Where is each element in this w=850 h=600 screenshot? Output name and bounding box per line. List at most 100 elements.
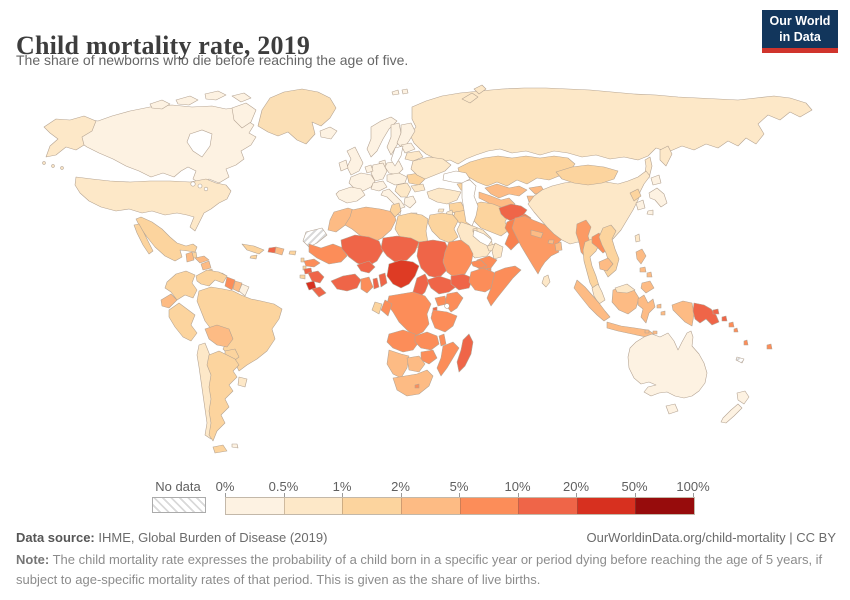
- country-vietnam[interactable]: [598, 224, 620, 278]
- country-spain-portugal[interactable]: [335, 186, 366, 204]
- country-russia-kamchatka[interactable]: [659, 145, 673, 167]
- island-aleutian[interactable]: [51, 164, 55, 168]
- country-alpine-europe[interactable]: [370, 180, 388, 192]
- attribution-link[interactable]: OurWorldinData.org/child-mortality | CC …: [586, 530, 837, 545]
- country-balkans[interactable]: [394, 182, 412, 198]
- country-jamaica[interactable]: [249, 254, 258, 260]
- country-nepal[interactable]: [530, 229, 544, 239]
- country-philippines-luzon[interactable]: [635, 248, 647, 265]
- country-australia[interactable]: [627, 330, 708, 399]
- country-nicaragua[interactable]: [200, 260, 212, 271]
- country-bolivia[interactable]: [204, 324, 234, 348]
- country-greece[interactable]: [403, 195, 417, 209]
- country-saudi-arabia[interactable]: [456, 221, 494, 259]
- country-egypt[interactable]: [427, 212, 459, 244]
- island-maluku[interactable]: [656, 303, 662, 309]
- island-svalbard[interactable]: [391, 89, 400, 96]
- country-kazakhstan[interactable]: [457, 155, 576, 187]
- island-sumatra[interactable]: [573, 279, 611, 322]
- country-liberia[interactable]: [311, 286, 327, 298]
- island-falkland[interactable]: [231, 443, 239, 449]
- country-lesotho[interactable]: [414, 383, 420, 389]
- country-usa-alaska[interactable]: [43, 115, 97, 158]
- country-senegal[interactable]: [303, 258, 321, 268]
- legend-bin[interactable]: [342, 498, 401, 514]
- country-argentina[interactable]: [206, 350, 240, 442]
- country-japan-hokkaido[interactable]: [650, 174, 662, 186]
- legend-bar[interactable]: [225, 497, 695, 515]
- legend-bin[interactable]: [518, 498, 577, 514]
- island-lesser-sunda[interactable]: [652, 330, 658, 335]
- legend-no-data-swatch[interactable]: [152, 497, 206, 513]
- country-south-sudan[interactable]: [450, 273, 474, 291]
- country-japan-kyushu[interactable]: [646, 209, 654, 216]
- country-north-korea[interactable]: [629, 188, 642, 202]
- country-new-zealand-south[interactable]: [720, 403, 743, 424]
- country-ireland[interactable]: [338, 159, 349, 172]
- country-haiti[interactable]: [267, 246, 277, 254]
- island-tierra-del-fuego[interactable]: [212, 444, 228, 454]
- country-cote-divoire[interactable]: [330, 273, 362, 292]
- island-vanuatu[interactable]: [743, 339, 749, 346]
- legend-bin[interactable]: [576, 498, 636, 514]
- country-germany[interactable]: [370, 162, 388, 182]
- country-nigeria[interactable]: [386, 259, 420, 289]
- country-dominican-republic[interactable]: [274, 246, 285, 256]
- country-tanzania[interactable]: [430, 309, 458, 333]
- country-guyana[interactable]: [224, 276, 236, 291]
- island-arctic[interactable]: [149, 99, 171, 110]
- country-angola[interactable]: [386, 329, 420, 353]
- country-mozambique[interactable]: [436, 341, 460, 377]
- country-sweden[interactable]: [386, 122, 402, 156]
- country-trinidad[interactable]: [299, 274, 306, 280]
- country-indonesia-papua[interactable]: [671, 300, 695, 327]
- country-togo[interactable]: [372, 277, 380, 290]
- country-benin[interactable]: [378, 272, 388, 288]
- country-somalia[interactable]: [486, 265, 522, 307]
- country-guatemala[interactable]: [185, 251, 195, 263]
- country-cuba[interactable]: [241, 243, 265, 255]
- country-ecuador[interactable]: [160, 293, 178, 309]
- country-usa[interactable]: [74, 176, 232, 232]
- island-arctic[interactable]: [231, 92, 252, 103]
- island-new-caledonia[interactable]: [735, 356, 745, 364]
- country-central-europe[interactable]: [386, 172, 408, 186]
- country-greenland[interactable]: [257, 88, 337, 145]
- country-central-african-republic[interactable]: [426, 275, 458, 295]
- island-arctic[interactable]: [204, 90, 227, 101]
- island-bougainville[interactable]: [721, 315, 728, 322]
- country-western-sahara[interactable]: [302, 227, 328, 248]
- country-baltics[interactable]: [400, 142, 416, 154]
- legend-bin[interactable]: [635, 498, 694, 514]
- country-india[interactable]: [511, 215, 562, 275]
- country-congo[interactable]: [380, 299, 393, 317]
- country-mexico-baja[interactable]: [133, 223, 154, 255]
- country-mongolia[interactable]: [555, 164, 619, 186]
- island-visayas[interactable]: [646, 271, 653, 278]
- country-france[interactable]: [348, 172, 376, 192]
- island-novaya-zemlya[interactable]: [461, 92, 479, 104]
- country-peru[interactable]: [168, 302, 198, 342]
- country-kenya[interactable]: [444, 291, 464, 313]
- island-cyprus[interactable]: [437, 208, 445, 213]
- country-uruguay[interactable]: [237, 376, 248, 388]
- island-baffin[interactable]: [231, 102, 257, 129]
- island-arctic[interactable]: [175, 95, 199, 106]
- island-maluku[interactable]: [660, 310, 666, 316]
- island-fiji[interactable]: [766, 343, 773, 350]
- island-solomon[interactable]: [733, 327, 739, 333]
- legend-bin[interactable]: [226, 498, 284, 514]
- island-sulawesi[interactable]: [637, 294, 656, 324]
- country-tunisia[interactable]: [389, 202, 402, 218]
- island-aleutian[interactable]: [60, 166, 64, 170]
- legend-bin[interactable]: [459, 498, 519, 514]
- country-sudan[interactable]: [442, 239, 474, 279]
- country-gabon[interactable]: [371, 301, 383, 315]
- country-eritrea[interactable]: [470, 259, 488, 269]
- country-french-guiana[interactable]: [238, 283, 250, 297]
- country-turkey[interactable]: [426, 187, 462, 205]
- country-iceland[interactable]: [319, 126, 338, 140]
- country-new-zealand-north[interactable]: [736, 390, 750, 405]
- country-zambia[interactable]: [414, 331, 440, 351]
- country-belarus[interactable]: [404, 150, 424, 162]
